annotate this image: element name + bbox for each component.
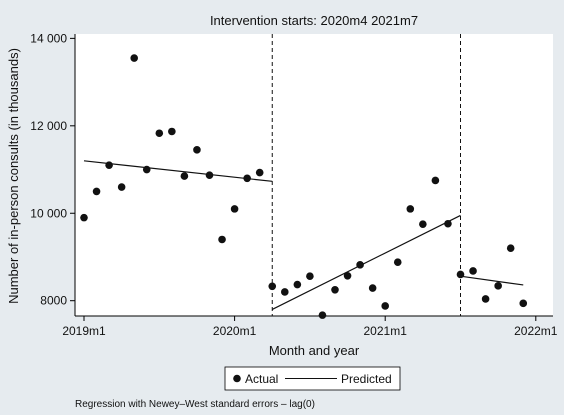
data-point <box>205 171 214 180</box>
data-point <box>230 205 239 213</box>
x-axis-ticks: 2019m1 2020m1 2021m1 2022m1 <box>62 316 558 338</box>
data-point <box>306 272 314 281</box>
data-point <box>218 235 226 244</box>
data-point <box>406 205 415 213</box>
data-point <box>268 282 277 291</box>
data-point <box>117 183 126 191</box>
x-axis-label: Month and year <box>269 343 360 358</box>
data-point <box>281 288 289 296</box>
y-axis-label: Number of in-person consults (in thousan… <box>6 48 21 304</box>
data-point <box>419 220 427 228</box>
data-point <box>168 127 176 136</box>
data-point <box>80 213 88 222</box>
legend-marker-actual <box>233 374 241 383</box>
y-axis-ticks: 8000 10 000 12 000 14 000 <box>30 31 75 308</box>
plot-area <box>75 34 553 316</box>
legend-label-predicted: Predicted <box>341 372 392 386</box>
data-point <box>356 261 364 269</box>
y-tick-label: 12 000 <box>30 119 67 133</box>
data-point <box>368 284 377 292</box>
data-point <box>142 165 151 174</box>
data-point <box>431 176 440 185</box>
data-point <box>444 219 452 228</box>
predicted-segment <box>271 214 461 310</box>
data-point <box>393 258 402 267</box>
legend: Actual Predicted <box>224 366 401 391</box>
data-point <box>293 280 302 289</box>
predicted-series <box>83 160 524 310</box>
y-tick-label: 10 000 <box>30 206 67 220</box>
chart-title: Intervention starts: 2020m4 2021m7 <box>210 13 418 28</box>
data-point <box>519 299 528 308</box>
y-tick-label: 8000 <box>40 294 67 308</box>
data-point <box>469 267 477 275</box>
data-point <box>494 282 502 290</box>
x-tick-label: 2021m1 <box>364 324 408 338</box>
data-point <box>318 311 327 319</box>
data-point <box>130 54 138 62</box>
data-point <box>105 161 113 169</box>
chart-note: Regression with Newey–West standard erro… <box>75 399 315 410</box>
data-point <box>331 285 339 294</box>
intervention-lines <box>271 34 461 316</box>
data-point <box>155 129 164 138</box>
x-tick-label: 2019m1 <box>62 324 106 338</box>
data-point <box>255 168 264 177</box>
data-point <box>506 244 515 253</box>
data-point <box>180 172 189 180</box>
predicted-segment <box>83 160 273 182</box>
x-tick-label: 2022m1 <box>514 324 558 338</box>
predicted-segment <box>460 275 524 286</box>
data-point <box>243 174 251 183</box>
data-point <box>343 271 352 280</box>
data-point <box>481 295 490 303</box>
actual-series <box>80 54 528 319</box>
data-point <box>193 146 201 154</box>
x-tick-label: 2020m1 <box>213 324 257 338</box>
data-point <box>92 187 101 196</box>
data-point <box>456 270 465 279</box>
data-point <box>381 302 390 310</box>
legend-label-actual: Actual <box>245 372 278 386</box>
y-tick-label: 14 000 <box>30 31 67 45</box>
